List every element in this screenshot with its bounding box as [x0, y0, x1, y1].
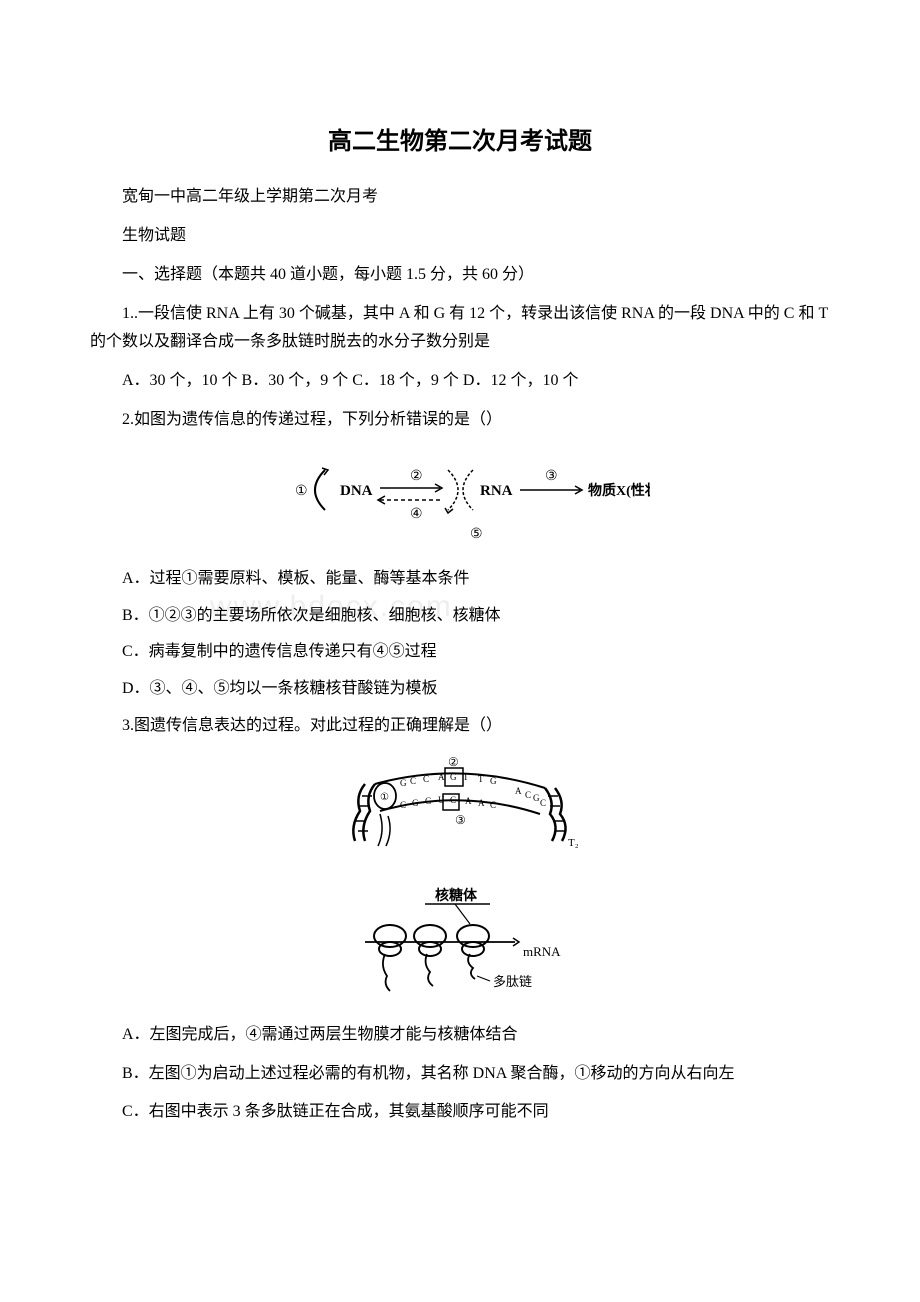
svg-text:T₂: T₂ [568, 837, 579, 849]
subtitle-2: 生物试题 [90, 222, 830, 251]
svg-text:U: U [438, 795, 445, 805]
diagram-3b-container: 核糖体 mRNA 多肽链 [90, 886, 830, 1006]
diagram3-mrna-label: mRNA [523, 944, 561, 959]
question-1-text: 1..一段信使 RNA 上有 30 个碱基，其中 A 和 G 有 12 个，转录… [90, 300, 830, 358]
diagram1-label-4: ④ [410, 507, 423, 522]
svg-text:C: C [423, 774, 429, 784]
svg-text:C: C [400, 800, 406, 810]
question-3-text: 3.图遗传信息表达的过程。对此过程的正确理解是（） [90, 712, 830, 741]
diagram1-label-1: ① [295, 484, 308, 499]
svg-text:G: G [490, 776, 497, 786]
question-2-option-b: B．①②③的主要场所依次是细胞核、细胞核、核糖体 [90, 602, 830, 631]
diagram1-label-3: ③ [545, 469, 558, 484]
question-1-options: A．30 个，10 个 B．30 个，9 个 C．18 个，9 个 D．12 个… [90, 367, 830, 396]
diagram1-label-2: ② [410, 469, 423, 484]
question-2-option-c: C．病毒复制中的遗传信息传递只有④⑤过程 [90, 638, 830, 667]
question-3-option-c: C．右图中表示 3 条多肽链正在合成，其氨基酸顺序可能不同 [90, 1098, 830, 1127]
diagram-3b: 核糖体 mRNA 多肽链 [355, 886, 565, 1006]
diagram3-ribosome-label: 核糖体 [435, 887, 478, 904]
subtitle-1: 宽甸一中高二年级上学期第二次月考 [90, 183, 830, 212]
question-2-option-a: A．过程①需要原料、模板、能量、酶等基本条件 [90, 565, 830, 594]
diagram1-label-5: ⑤ [470, 527, 483, 542]
svg-text:③: ③ [455, 813, 466, 827]
svg-text:C: C [410, 776, 416, 786]
diagram-3a: ② ① G C C A G T T G C G G U C A A C [330, 756, 590, 871]
question-2-option-d: D．③、④、⑤均以一条核糖核苷酸链为模板 [90, 675, 830, 704]
question-2-text: 2.如图为遗传信息的传递过程，下列分析错误的是（） [90, 406, 830, 435]
question-3-option-b: B．左图①为启动上述过程必需的有机物，其名称 DNA 聚合酶，①移动的方向从右向… [90, 1060, 830, 1089]
diagram3-polypeptide-label: 多肽链 [493, 974, 532, 989]
svg-text:T: T [463, 772, 469, 782]
svg-text:G: G [412, 798, 419, 808]
diagram1-rna-label: RNA [480, 483, 513, 499]
question-3-option-a: A．左图完成后，④需通过两层生物膜才能与核糖体结合 [90, 1021, 830, 1050]
section-header: 一、选择题（本题共 40 道小题，每小题 1.5 分，共 60 分） [90, 261, 830, 290]
page-title: 高二生物第二次月考试题 [90, 120, 830, 163]
svg-text:①: ① [380, 792, 389, 803]
svg-text:C: C [490, 800, 496, 810]
svg-text:G: G [450, 772, 457, 782]
svg-text:A: A [465, 796, 472, 806]
svg-text:C: C [450, 795, 456, 805]
diagram1-dna-label: DNA [340, 483, 373, 499]
svg-text:A: A [478, 798, 485, 808]
diagram1-output-label: 物质X(性状) [588, 482, 650, 499]
diagram-1-container: ① DNA ② ④ RNA ⑤ ③ 物质X(性状) [90, 450, 830, 550]
svg-text:C: C [540, 798, 546, 808]
svg-text:G: G [425, 796, 432, 806]
diagram-1: ① DNA ② ④ RNA ⑤ ③ 物质X(性状) [270, 450, 650, 550]
svg-text:T: T [478, 774, 484, 784]
svg-text:A: A [438, 772, 445, 782]
svg-text:G: G [533, 793, 540, 803]
svg-text:G: G [400, 778, 407, 788]
svg-text:②: ② [448, 756, 459, 769]
svg-text:C: C [525, 790, 531, 800]
diagram-3a-container: ② ① G C C A G T T G C G G U C A A C [90, 756, 830, 871]
svg-text:A: A [515, 786, 522, 796]
